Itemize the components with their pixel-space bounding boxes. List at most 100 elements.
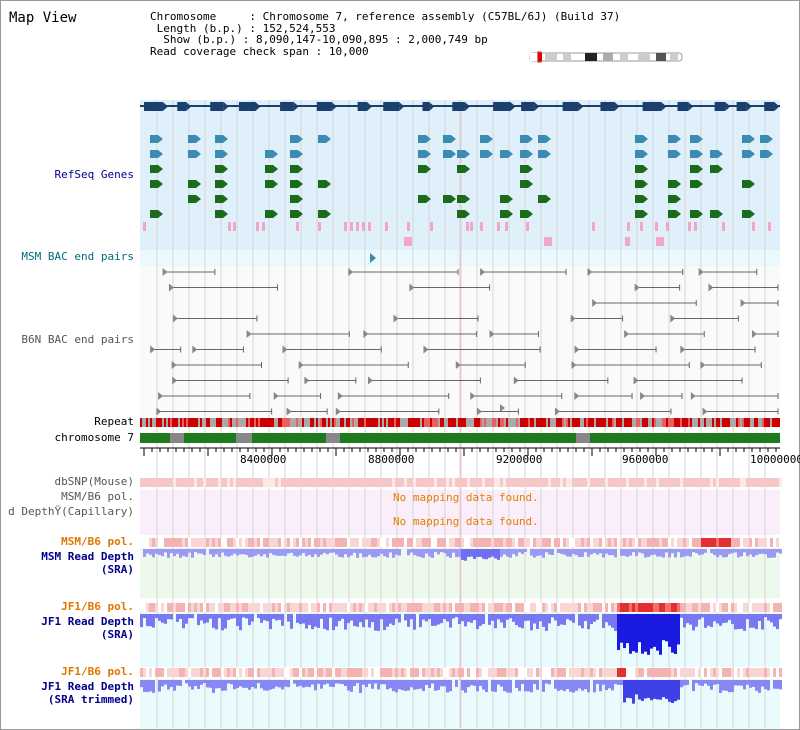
polymorphism-cell <box>548 603 551 612</box>
track-label-refseq-genes[interactable]: RefSeq Genes <box>54 168 134 181</box>
repeat-segment <box>328 418 330 427</box>
polymorphism-cell <box>281 603 284 612</box>
polymorphism-cell <box>506 668 509 677</box>
read-depth-bar <box>689 549 692 557</box>
polymorphism-cell <box>398 603 401 612</box>
polymorphism-cell <box>368 538 371 547</box>
repeat-segment <box>730 418 732 427</box>
polymorphism-cell <box>359 603 362 612</box>
read-depth-bar <box>611 549 614 556</box>
repeat-segment <box>482 418 484 427</box>
polymorphism-cell <box>560 538 563 547</box>
read-depth-bar <box>185 680 188 684</box>
read-depth-bar <box>215 549 218 555</box>
polymorphism-cell <box>317 603 320 612</box>
polymorphism-cell <box>386 603 389 612</box>
repeat-segment <box>252 418 254 427</box>
read-depth-bar <box>452 614 455 619</box>
repeat-segment <box>274 418 276 427</box>
read-depth-bar <box>161 614 164 623</box>
polymorphism-cell <box>497 668 500 677</box>
track-label-b6n-bac[interactable]: B6N BAC end pairs <box>21 333 134 346</box>
repeat-segment <box>586 418 588 427</box>
ideogram-band <box>563 53 571 61</box>
track-label-jf1-trimmed[interactable]: JF1 Read Depth <box>41 680 134 693</box>
repeat-segment <box>146 418 148 427</box>
track-label-jf1-pol-a[interactable]: JF1/B6 pol. <box>61 600 134 613</box>
repeat-segment <box>588 418 590 427</box>
repeat-segment <box>392 418 394 427</box>
snp-density-cell <box>479 478 482 487</box>
snp-density-cell <box>248 478 251 487</box>
repeat-segment <box>248 418 250 427</box>
track-label-msm-depth[interactable]: MSM Read Depth <box>41 550 134 563</box>
polymorphism-cell <box>611 668 614 677</box>
read-depth-bar <box>467 549 470 557</box>
track-label-msm-pol[interactable]: MSM/B6 pol. <box>61 535 134 548</box>
repeat-segment <box>714 418 716 427</box>
bac-end-marker <box>476 407 482 416</box>
polymorphism-cell <box>746 668 749 677</box>
polymorphism-cell <box>500 538 503 547</box>
gene-strand-arrow <box>725 102 731 111</box>
snp-density-cell <box>554 478 557 487</box>
polymorphism-cell <box>674 668 677 677</box>
polymorphism-cell <box>347 538 350 547</box>
repeat-segment <box>602 418 604 427</box>
gene-strand-arrow <box>750 150 755 158</box>
snp-density-cell <box>320 478 323 487</box>
snp-density-cell <box>716 478 719 487</box>
read-depth-bar <box>230 549 233 556</box>
polymorphism-cell <box>743 668 746 677</box>
snp-density-cell <box>458 478 461 487</box>
polymorphism-cell <box>221 538 224 547</box>
polymorphism-cell <box>527 603 530 612</box>
noncoding-feature <box>356 222 359 231</box>
bac-end-marker <box>455 361 461 369</box>
repeat-segment <box>286 418 288 427</box>
gene-feature <box>710 210 718 218</box>
track-label-msm-bac[interactable]: MSM BAC end pairs <box>21 250 134 263</box>
polymorphism-cell <box>671 668 674 677</box>
track-label-jf1-depth[interactable]: JF1 Read Depth <box>41 615 134 628</box>
track-label-jf1-pol-b[interactable]: JF1/B6 pol. <box>61 665 134 678</box>
noncoding-feature <box>480 222 483 231</box>
read-depth-bar <box>575 680 578 691</box>
polymorphism-cell <box>440 538 443 547</box>
bac-end-marker <box>172 314 178 323</box>
track-label-msm-pol-capillary[interactable]: MSM/B6 pol. <box>61 490 134 503</box>
polymorphism-cell <box>296 603 299 612</box>
polymorphism-cell <box>512 538 515 547</box>
polymorphism-cell <box>152 538 155 547</box>
polymorphism-cell <box>416 668 419 677</box>
polymorphism-cell <box>365 538 368 547</box>
read-depth-bar <box>395 680 398 693</box>
track-label-depth-capillary[interactable]: d DepthŸ(Capillary) <box>8 505 134 518</box>
polymorphism-cell <box>209 668 212 677</box>
repeat-segment <box>242 418 244 427</box>
read-depth-bar <box>362 549 365 558</box>
polymorphism-cell <box>197 538 200 547</box>
track-label-dbsnp[interactable]: dbSNP(Mouse) <box>54 475 134 488</box>
read-depth-bar <box>374 549 377 558</box>
polymorphism-cell <box>398 668 401 677</box>
polymorphism-cell <box>287 668 290 677</box>
read-depth-bar <box>485 549 488 560</box>
polymorphism-cell <box>269 538 272 547</box>
polymorphism-cell <box>422 538 425 547</box>
polymorphism-cell <box>641 668 644 677</box>
polymorphism-cell <box>227 668 230 677</box>
read-depth-bar <box>584 549 587 553</box>
snp-density-cell <box>761 478 764 487</box>
polymorphism-cell <box>692 538 695 547</box>
polymorphism-cell <box>689 603 692 612</box>
read-depth-bar <box>146 614 149 627</box>
polymorphism-cell <box>443 603 446 612</box>
noncoding-feature <box>362 222 365 231</box>
gene-strand-arrow <box>528 165 533 173</box>
polymorphism-cell <box>218 668 221 677</box>
repeat-segment <box>668 418 670 427</box>
snp-density-cell <box>362 478 365 487</box>
snp-density-cell <box>221 478 224 487</box>
